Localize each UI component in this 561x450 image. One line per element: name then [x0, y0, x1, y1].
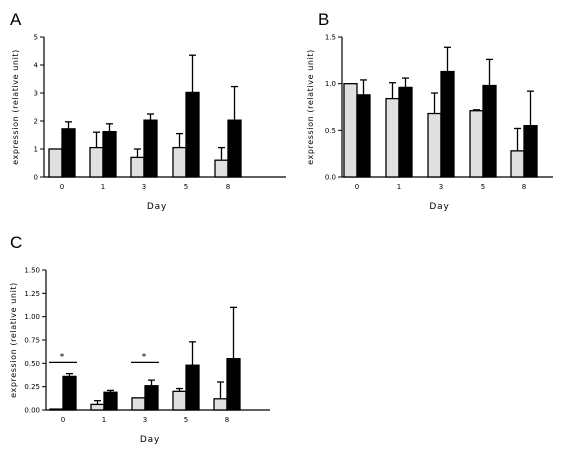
- panel-a-y-tick-label: 3: [34, 90, 38, 98]
- panel-b-bar-s2-day-0: [356, 94, 371, 178]
- panel-c-significance-star: *: [60, 352, 65, 362]
- panel-b-bar-s1-day-5: [469, 110, 484, 178]
- panel-b-y-tick-label: 1.0: [325, 80, 336, 88]
- panel-b-x-tick-label: 3: [439, 183, 443, 191]
- panel-c-x-tick-label: 5: [184, 416, 188, 424]
- panel-b-x-tick-label: 1: [397, 183, 401, 191]
- panel-a-x-tick-label: 3: [142, 183, 146, 191]
- panel-a-x-tick-label: 5: [184, 183, 188, 191]
- panel-a-bar-s1-day-5: [172, 146, 187, 178]
- panel-b-x-tick-label: 8: [522, 183, 526, 191]
- panel-a-y-axis-title: expression (relative unit): [11, 49, 20, 165]
- panel-c-y-tick-label: 0.25: [24, 383, 40, 391]
- panel-a-x-tick-label: 1: [101, 183, 105, 191]
- panel-a-bar-s2-day-3: [143, 119, 158, 178]
- panel-b-y-tick-label: 0.5: [325, 127, 336, 135]
- panel-b-y-tick-label: 1.5: [325, 34, 336, 42]
- panel-b-bar-s2-day-8: [523, 125, 538, 178]
- panel-a-bar-s2-day-0: [61, 128, 76, 178]
- panel-c-x-tick-label: 0: [61, 416, 65, 424]
- panel-c-y-tick-label: 1.00: [24, 313, 40, 321]
- panel-c-y-tick-label: 0.50: [24, 360, 40, 368]
- panel-b-bar-s1-day-8: [510, 150, 525, 178]
- panel-b-bar-s2-day-3: [440, 70, 455, 178]
- panel-c-bar-s1-day-3: [131, 397, 146, 411]
- panel-a-x-axis-title: Day: [147, 202, 167, 212]
- panel-c-letter: C: [10, 233, 22, 252]
- panel-c-bar-s2-day-1: [103, 391, 118, 411]
- panel-c-bar-s1-day-5: [172, 390, 187, 411]
- panel-b-letter: B: [318, 10, 329, 29]
- panel-c-bar-s1-day-1: [90, 403, 105, 411]
- panel-c-y-tick-label: 1.25: [24, 290, 40, 298]
- panel-a-bar-s2-day-8: [227, 119, 242, 178]
- panel-a-bar-s2-day-1: [102, 130, 117, 178]
- panel-c-y-tick-label: 1.50: [24, 267, 40, 275]
- panel-c-bar-s2-day-0: [62, 375, 77, 411]
- panel-c-y-tick-label: 0.75: [24, 337, 40, 345]
- panel-a-bar-s1-day-8: [214, 159, 229, 178]
- panel-c-y-tick-label: 0.00: [24, 407, 40, 415]
- panel-c-x-tick-label: 8: [225, 416, 229, 424]
- panel-a-y-tick-label: 1: [34, 146, 38, 154]
- panel-c-bar-s1-day-8: [213, 398, 228, 411]
- panel-a-y-tick-label: 2: [34, 118, 38, 126]
- panel-c-y-axis-title: expression (relative unit): [9, 282, 18, 398]
- panel-a-letter: A: [10, 10, 22, 29]
- panel-a-x-tick-label: 0: [60, 183, 64, 191]
- panel-b-bar-s2-day-5: [482, 84, 497, 178]
- panel-c-bar-s2-day-3: [144, 385, 159, 411]
- panel-a-y-tick-label: 5: [34, 34, 38, 42]
- panel-b-y-axis-title: expression (relative unit): [306, 49, 315, 165]
- panel-b-bar-s1-day-1: [385, 97, 400, 178]
- panel-a-y-tick-label: 0: [34, 174, 38, 182]
- panel-c-x-axis-title: Day: [140, 435, 160, 445]
- panel-c-bar-s2-day-8: [226, 358, 241, 411]
- panel-b-bar-s1-day-3: [427, 112, 442, 178]
- panel-a-x-tick-label: 8: [226, 183, 230, 191]
- panel-b-bar-s2-day-1: [398, 86, 413, 178]
- panel-c-bar-s1-day-0: [49, 408, 64, 411]
- panel-b-bar-s1-day-0: [343, 83, 358, 178]
- panel-a-bar-s1-day-0: [48, 148, 63, 178]
- panel-b-x-tick-label: 5: [481, 183, 485, 191]
- panel-c-significance-star: *: [142, 352, 147, 362]
- panel-c-x-tick-label: 3: [143, 416, 147, 424]
- panel-c-bar-s2-day-5: [185, 364, 200, 411]
- panel-c-x-tick-label: 1: [102, 416, 106, 424]
- panel-b-x-axis-title: Day: [429, 202, 449, 212]
- panel-b-x-tick-label: 0: [355, 183, 359, 191]
- panel-a-bar-s2-day-5: [185, 91, 200, 178]
- panel-a-bar-s1-day-3: [130, 156, 145, 178]
- panel-a-y-tick-label: 4: [34, 62, 39, 70]
- panel-b-y-tick-label: 0.0: [325, 174, 336, 182]
- panel-a-bar-s1-day-1: [89, 146, 104, 178]
